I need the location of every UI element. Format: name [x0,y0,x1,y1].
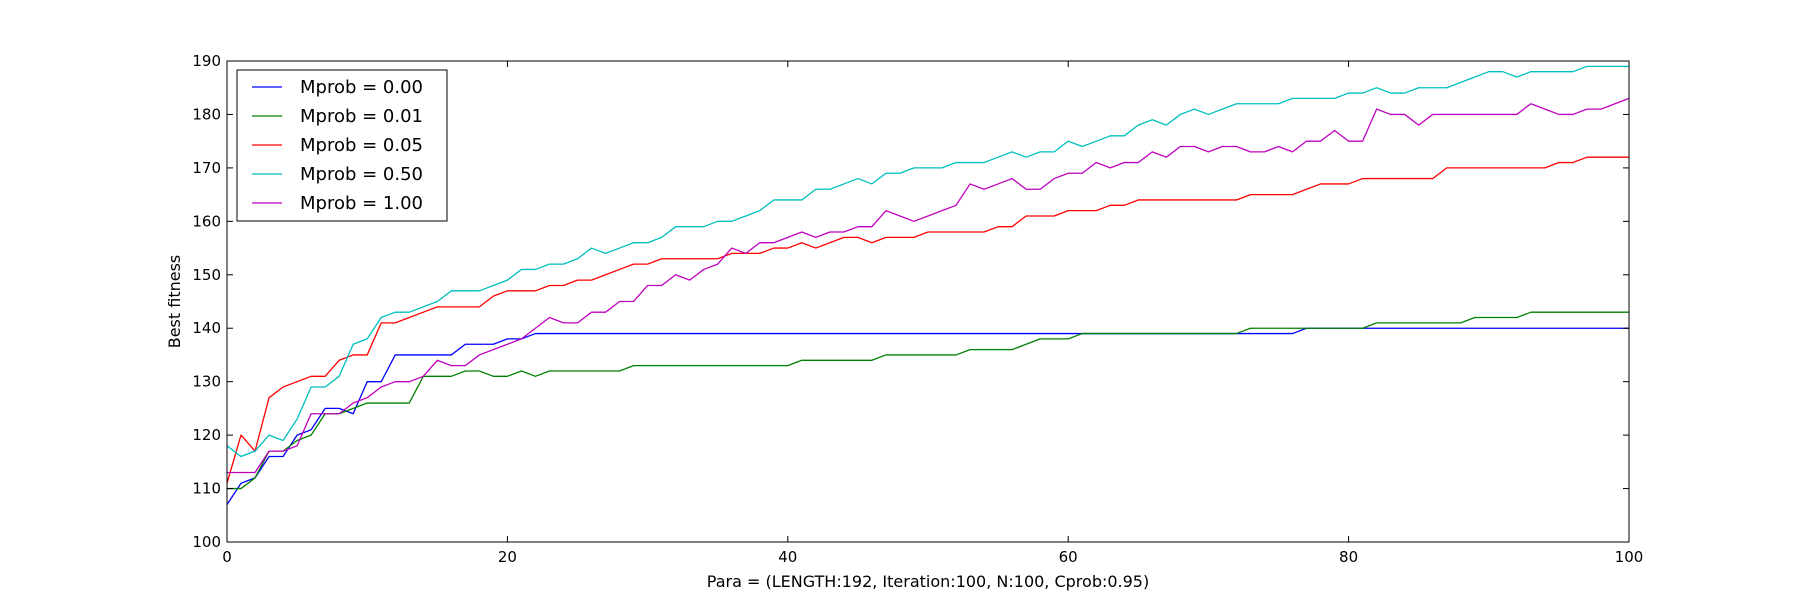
x-tick-label: 60 [1059,548,1078,566]
legend-label-0: Mprob = 0.00 [300,77,423,98]
legend-label-3: Mprob = 0.50 [300,164,423,185]
legend-label-1: Mprob = 0.01 [300,106,423,127]
y-tick-label: 150 [192,266,221,284]
y-tick-label: 130 [192,373,221,391]
y-tick-label: 110 [192,480,221,498]
y-tick-label: 100 [192,533,221,551]
y-tick-label: 160 [192,212,221,230]
x-tick-label: 20 [498,548,517,566]
x-tick-label: 80 [1339,548,1358,566]
series-line-4 [227,97,1630,474]
legend: Mprob = 0.00 Mprob = 0.01 Mprob = 0.05 Mpro… [236,69,448,222]
x-tick-label: 0 [222,548,232,566]
plot-frame [226,60,1630,543]
x-axis-label: Para = (LENGTH:192, Iteration:100, N:100… [707,572,1149,591]
x-tick-label: 100 [1615,548,1644,566]
y-tick-label: 140 [192,319,221,337]
series-line-3 [226,65,1629,458]
series-line-0 [226,327,1629,505]
ticks-layer: 0 20 40 60 80 100 100 110 120 130 140 150 160 170 180 1… [192,52,1643,566]
y-tick-label: 120 [192,426,221,444]
series-line-1 [227,311,1629,490]
series-layer [226,65,1630,505]
legend-label-2: Mprob = 0.05 [300,135,423,156]
legend-label-4: Mprob = 1.00 [300,193,423,214]
series-line-2 [226,156,1629,484]
y-tick-label: 170 [192,159,221,177]
y-tick-label: 190 [192,52,221,70]
x-tick-label: 40 [778,548,797,566]
y-tick-label: 180 [192,105,221,123]
plot-background [227,61,1629,542]
y-axis-label: Best fitness [165,255,184,349]
